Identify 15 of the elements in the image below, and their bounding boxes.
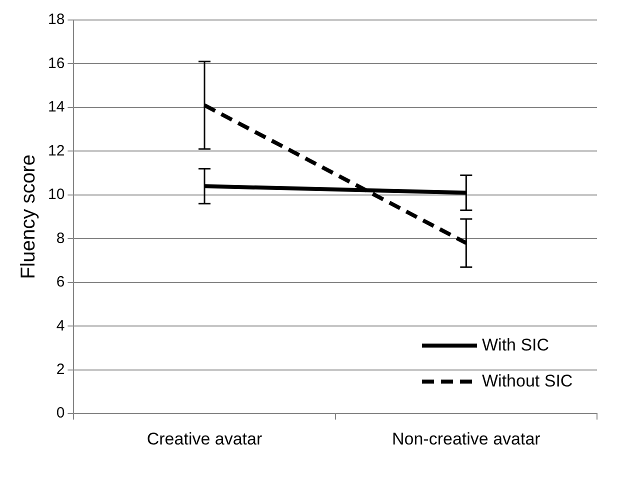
y-tick-label: 14 xyxy=(48,98,65,116)
x-tick-label: Non-creative avatar xyxy=(392,429,541,448)
y-axis-title: Fluency score xyxy=(18,154,40,280)
y-tick-label: 8 xyxy=(56,230,65,247)
y-tick-label: 18 xyxy=(48,11,65,28)
x-tick-label: Creative avatar xyxy=(146,429,262,448)
legend-label: With SIC xyxy=(482,335,550,354)
y-tick-label: 12 xyxy=(48,142,65,160)
y-tick-label: 0 xyxy=(56,404,65,422)
y-tick-label: 2 xyxy=(56,361,65,378)
y-tick-label: 6 xyxy=(56,274,65,291)
y-tick-label: 4 xyxy=(56,317,65,334)
y-tick-label: 10 xyxy=(48,186,65,204)
legend-label: Without SIC xyxy=(482,371,573,390)
y-tick-label: 16 xyxy=(48,54,65,72)
